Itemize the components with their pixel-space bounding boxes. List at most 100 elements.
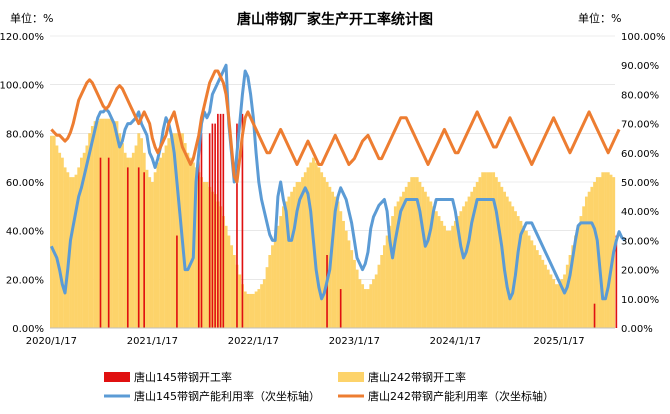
bar-242-67 <box>232 255 236 328</box>
bar-242-12 <box>82 152 86 328</box>
bar-242-108 <box>344 230 348 328</box>
bar-242-120 <box>377 264 381 328</box>
bar-242-144 <box>443 225 446 328</box>
bar-242-38 <box>153 172 157 328</box>
bar-242-50 <box>186 152 190 328</box>
bar-242-9 <box>74 174 78 328</box>
bar-242-129 <box>402 191 405 328</box>
bar-242-121 <box>380 255 384 328</box>
bar-242-49 <box>183 143 187 328</box>
bar-242-149 <box>456 216 460 328</box>
bar-242-27 <box>123 152 127 328</box>
bar-242-99 <box>320 172 324 328</box>
bar-242-132 <box>410 177 414 328</box>
bar-242-179 <box>538 255 542 328</box>
bar-242-125 <box>391 216 395 328</box>
bar-242-194 <box>579 216 583 328</box>
bar-242-113 <box>358 279 362 328</box>
bar-145-63 <box>222 113 225 328</box>
bar-242-196 <box>584 196 588 328</box>
right-tick-label-5: 50.00% <box>621 178 659 189</box>
bar-242-78 <box>262 279 266 328</box>
lines-group <box>50 63 626 301</box>
line-145-utilization <box>50 63 626 301</box>
left-tick-label-6: 120.00% <box>0 32 44 43</box>
bar-242-152 <box>464 201 468 328</box>
right-tick-label-6: 60.00% <box>621 149 659 160</box>
bar-242-65 <box>227 235 231 328</box>
bar-242-31 <box>134 145 138 328</box>
bar-145-61 <box>217 113 219 328</box>
bar-242-40 <box>159 157 163 328</box>
bar-242-29 <box>129 157 133 328</box>
bar-145-101 <box>326 255 328 328</box>
bar-242-25 <box>118 133 122 328</box>
bar-242-137 <box>423 191 427 328</box>
x-tick-label-2: 2022/1/17 <box>228 336 279 347</box>
bar-242-187 <box>560 279 564 328</box>
left-tick-label-1: 20.00% <box>6 275 44 286</box>
right-tick-label-10: 100.00% <box>621 32 666 43</box>
bar-242-123 <box>385 235 389 328</box>
bar-242-127 <box>396 201 400 328</box>
bar-242-106 <box>339 211 343 328</box>
bar-145-21 <box>107 157 110 328</box>
bar-242-189 <box>565 264 569 328</box>
right-axis-unit: 单位：% <box>578 11 621 25</box>
bar-242-73 <box>249 293 253 328</box>
bar-242-188 <box>563 274 567 328</box>
bar-242-155 <box>473 186 476 328</box>
bar-242-104 <box>333 196 337 328</box>
bar-242-93 <box>303 172 307 328</box>
bar-242-133 <box>413 177 416 328</box>
bar-145-68 <box>236 123 238 328</box>
line-242-utilization <box>50 69 621 184</box>
bar-145-46 <box>176 235 178 328</box>
bar-242-114 <box>361 284 365 328</box>
bar-242-57 <box>205 182 209 328</box>
bar-242-178 <box>535 250 539 328</box>
bar-145-55 <box>200 133 203 328</box>
bar-242-41 <box>161 152 165 328</box>
bar-242-3 <box>58 152 62 328</box>
bar-242-22 <box>110 118 113 328</box>
bar-242-66 <box>230 245 234 328</box>
bar-145-58 <box>208 133 211 328</box>
bar-242-6 <box>66 172 70 328</box>
legend-label-2: 唐山145带钢产能利用率（次坐标轴） <box>134 389 320 403</box>
bar-242-43 <box>167 138 171 328</box>
bar-242-172 <box>519 220 523 328</box>
bar-242-16 <box>93 121 97 329</box>
x-tick-label-3: 2023/1/17 <box>329 336 380 347</box>
bar-242-122 <box>382 245 386 328</box>
bar-242-173 <box>522 225 526 328</box>
x-tick-label-5: 2025/1/17 <box>533 336 584 347</box>
bar-242-146 <box>448 230 452 328</box>
legend-swatch-0 <box>104 372 130 382</box>
bar-242-71 <box>243 291 247 328</box>
bar-242-56 <box>202 182 206 328</box>
bar-145-199 <box>593 303 596 328</box>
bar-242-72 <box>246 293 250 328</box>
bar-242-91 <box>298 182 302 328</box>
bar-242-139 <box>429 201 433 328</box>
right-tick-label-2: 20.00% <box>621 266 659 277</box>
bar-242-88 <box>290 191 294 328</box>
bar-242-147 <box>451 225 455 328</box>
x-tick-label-4: 2024/1/17 <box>430 336 481 347</box>
bar-242-1 <box>52 135 56 328</box>
bar-242-79 <box>265 267 269 328</box>
bar-242-90 <box>295 182 299 328</box>
bar-242-45 <box>172 133 176 328</box>
bar-242-95 <box>309 162 313 328</box>
bar-242-184 <box>552 279 556 328</box>
bar-242-80 <box>268 255 272 328</box>
bar-242-168 <box>508 201 512 328</box>
bar-145-70 <box>241 113 244 328</box>
bar-242-33 <box>140 138 143 328</box>
bar-242-145 <box>445 230 449 328</box>
bar-242-143 <box>440 220 444 328</box>
right-tick-label-3: 30.00% <box>621 236 659 247</box>
bar-242-141 <box>434 211 438 328</box>
bar-242-109 <box>347 240 351 328</box>
